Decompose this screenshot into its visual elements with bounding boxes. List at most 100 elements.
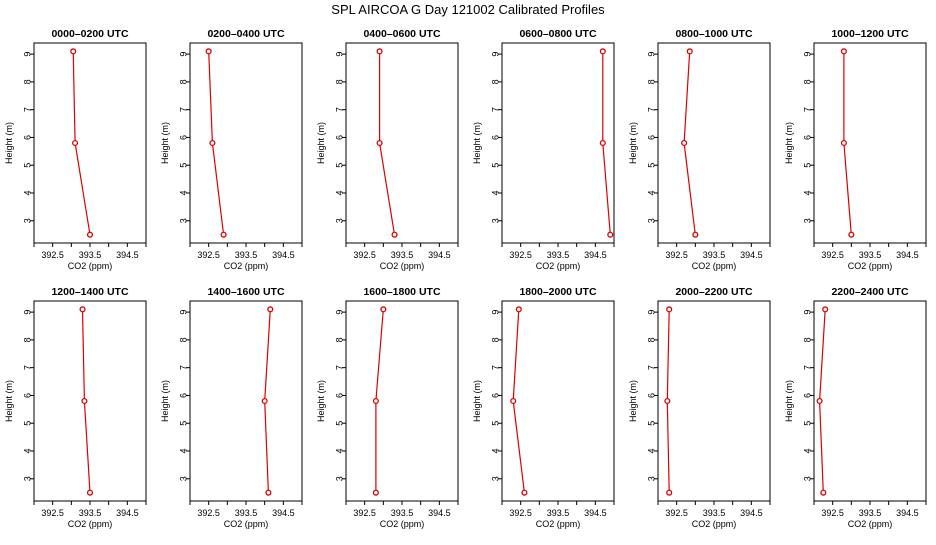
plot-frame xyxy=(345,300,459,502)
profile-point xyxy=(664,397,671,405)
x-tick-label: 392.5 xyxy=(821,250,844,260)
y-tick-label: 9 xyxy=(647,52,657,57)
panel-title: 1000–1200 UTC xyxy=(831,28,908,40)
x-tick-label: 393.5 xyxy=(391,508,414,518)
x-tick-label: 394.5 xyxy=(740,508,763,518)
y-tick-label: 6 xyxy=(491,393,501,398)
panel-7: 1400–1600 UTC 392.5 393.5 394.5 3 4 5 6 7 8 9 CO2 (… xyxy=(160,286,303,529)
profile-point xyxy=(840,139,847,147)
y-tick-label: 9 xyxy=(647,310,657,315)
y-axis-label: Height (m) xyxy=(4,380,14,422)
y-tick-label: 9 xyxy=(179,310,189,315)
x-tick-label: 394.5 xyxy=(584,250,607,260)
y-tick-label: 3 xyxy=(803,476,813,481)
profile-point xyxy=(70,48,77,55)
y-tick-label: 5 xyxy=(803,163,813,168)
y-tick-label: 5 xyxy=(335,421,345,426)
y-tick-label: 3 xyxy=(179,476,189,481)
y-tick-label: 8 xyxy=(803,79,813,84)
panel-4: 0800–1000 UTC 392.5 393.5 394.5 3 4 5 6 7 8 9 CO2 (… xyxy=(628,28,771,271)
panel-title: 2200–2400 UTC xyxy=(831,286,908,298)
panel-8: 1600–1800 UTC 392.5 393.5 394.5 3 4 5 6 7 8 9 CO2 (… xyxy=(316,286,459,529)
y-tick-label: 4 xyxy=(803,448,813,453)
plot-frame xyxy=(501,42,615,244)
y-tick-label: 8 xyxy=(647,79,657,84)
y-tick-label: 3 xyxy=(23,218,33,223)
x-tick-label: 394.5 xyxy=(896,508,919,518)
y-tick-label: 9 xyxy=(491,52,501,57)
y-tick-label: 7 xyxy=(803,365,813,370)
profile-point xyxy=(376,48,383,55)
plot-frame xyxy=(657,300,771,502)
panel-title: 0800–1000 UTC xyxy=(675,28,752,40)
x-tick-label: 394.5 xyxy=(428,508,451,518)
profile-point xyxy=(265,489,272,496)
profile-point xyxy=(391,231,398,238)
panel-title: 1400–1600 UTC xyxy=(207,286,284,298)
x-axis-label: CO2 (ppm) xyxy=(848,261,893,271)
y-tick-label: 5 xyxy=(647,421,657,426)
profile-point xyxy=(692,231,699,238)
x-tick-label: 393.5 xyxy=(547,250,570,260)
y-tick-label: 4 xyxy=(23,190,33,195)
x-axis-label: CO2 (ppm) xyxy=(224,261,269,271)
plot-frame xyxy=(813,42,927,244)
profile-point xyxy=(209,139,216,147)
y-tick-label: 6 xyxy=(803,135,813,140)
y-tick-label: 7 xyxy=(647,107,657,112)
panel-2: 0400–0600 UTC 392.5 393.5 394.5 3 4 5 6 7 8 9 CO2 (… xyxy=(316,28,459,271)
x-tick-label: 393.5 xyxy=(235,508,258,518)
panel-title: 1800–2000 UTC xyxy=(519,286,596,298)
profile-point xyxy=(599,139,606,147)
y-tick-label: 5 xyxy=(335,163,345,168)
y-tick-label: 5 xyxy=(647,163,657,168)
profile-point xyxy=(681,139,688,147)
plot-frame xyxy=(345,42,459,244)
y-tick-label: 9 xyxy=(491,310,501,315)
panel-3: 0600–0800 UTC 392.5 393.5 394.5 3 4 5 6 7 8 9 CO2 (… xyxy=(472,28,615,271)
y-axis-label: Height (m) xyxy=(160,122,170,164)
profile-point xyxy=(86,489,94,496)
y-tick-label: 8 xyxy=(335,79,345,84)
x-tick-label: 392.5 xyxy=(665,508,688,518)
x-axis-label: CO2 (ppm) xyxy=(536,519,581,529)
y-tick-label: 6 xyxy=(179,135,189,140)
y-tick-label: 7 xyxy=(23,365,33,370)
plot-frame xyxy=(33,42,147,244)
y-tick-label: 7 xyxy=(179,365,189,370)
profile-point xyxy=(261,397,268,405)
profile-point xyxy=(515,306,522,313)
y-tick-label: 7 xyxy=(491,365,501,370)
profile-point xyxy=(86,231,94,238)
y-tick-label: 6 xyxy=(179,393,189,398)
y-tick-label: 8 xyxy=(179,79,189,84)
x-tick-label: 393.5 xyxy=(859,250,882,260)
panel-6: 1200–1400 UTC 392.5 393.5 394.5 3 4 5 6 7 8 9 CO2 (… xyxy=(4,286,147,529)
y-tick-label: 7 xyxy=(491,107,501,112)
y-axis-label: Height (m) xyxy=(784,122,794,164)
x-tick-label: 394.5 xyxy=(428,250,451,260)
y-tick-label: 8 xyxy=(179,337,189,342)
profile-point xyxy=(599,48,606,55)
y-tick-label: 7 xyxy=(179,107,189,112)
x-tick-label: 394.5 xyxy=(116,508,139,518)
x-tick-label: 392.5 xyxy=(41,508,64,518)
x-tick-label: 393.5 xyxy=(79,250,102,260)
y-tick-label: 6 xyxy=(647,393,657,398)
y-tick-label: 5 xyxy=(23,163,33,168)
x-axis-label: CO2 (ppm) xyxy=(68,261,113,271)
x-axis-label: CO2 (ppm) xyxy=(692,519,737,529)
x-tick-label: 394.5 xyxy=(272,250,295,260)
y-tick-label: 8 xyxy=(23,79,33,84)
y-axis-label: Height (m) xyxy=(316,380,326,422)
x-axis-label: CO2 (ppm) xyxy=(380,519,425,529)
x-tick-label: 393.5 xyxy=(79,508,102,518)
y-tick-label: 9 xyxy=(803,310,813,315)
y-tick-label: 3 xyxy=(647,218,657,223)
x-tick-label: 393.5 xyxy=(703,250,726,260)
y-tick-label: 9 xyxy=(335,52,345,57)
panel-title: 1600–1800 UTC xyxy=(363,286,440,298)
y-tick-label: 7 xyxy=(335,365,345,370)
y-tick-label: 7 xyxy=(23,107,33,112)
